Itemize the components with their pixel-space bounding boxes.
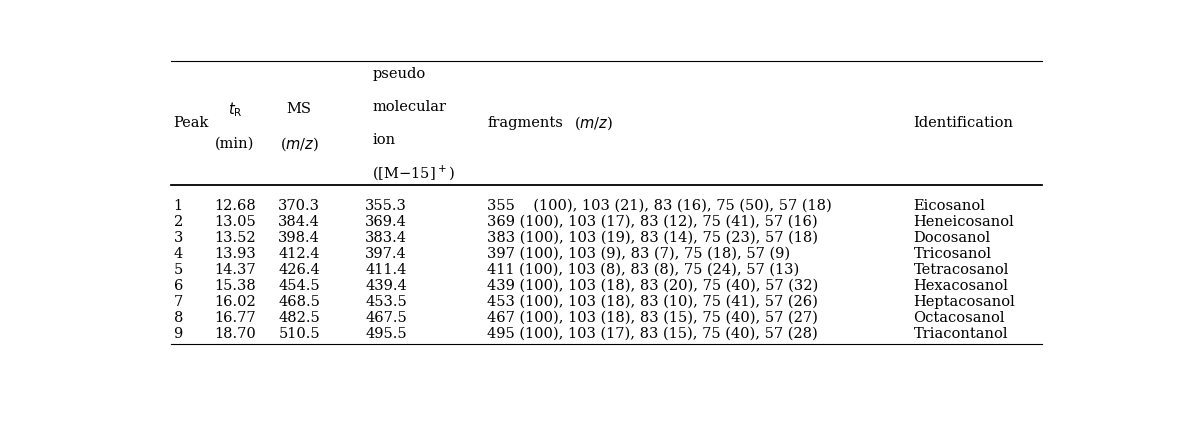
- Text: 355.3: 355.3: [366, 199, 407, 213]
- Text: 482.5: 482.5: [278, 311, 321, 325]
- Text: 510.5: 510.5: [278, 327, 319, 341]
- Text: 8: 8: [174, 311, 183, 325]
- Text: Tricosanol: Tricosanol: [913, 247, 991, 261]
- Text: 397.4: 397.4: [366, 247, 407, 261]
- Text: Octacosanol: Octacosanol: [913, 311, 1004, 325]
- Text: ion: ion: [373, 133, 395, 146]
- Text: Peak: Peak: [174, 116, 209, 130]
- Text: Eicosanol: Eicosanol: [913, 199, 985, 213]
- Text: 15.38: 15.38: [214, 279, 256, 293]
- Text: Hexacosanol: Hexacosanol: [913, 279, 1008, 293]
- Text: 411.4: 411.4: [366, 263, 407, 277]
- Text: Docosanol: Docosanol: [913, 231, 990, 245]
- Text: 439.4: 439.4: [366, 279, 407, 293]
- Text: 12.68: 12.68: [214, 199, 256, 213]
- Text: 383 (100), 103 (19), 83 (14), 75 (23), 57 (18): 383 (100), 103 (19), 83 (14), 75 (23), 5…: [487, 231, 819, 245]
- Text: 355    (100), 103 (21), 83 (16), 75 (50), 57 (18): 355 (100), 103 (21), 83 (16), 75 (50), 5…: [487, 199, 832, 213]
- Text: 13.05: 13.05: [214, 215, 256, 229]
- Text: 6: 6: [174, 279, 183, 293]
- Text: fragments: fragments: [487, 116, 563, 130]
- Text: 453.5: 453.5: [366, 295, 407, 309]
- Text: 5: 5: [174, 263, 183, 277]
- Text: $t_\mathrm{R}$: $t_\mathrm{R}$: [227, 100, 243, 119]
- Text: Identification: Identification: [913, 116, 1014, 130]
- Text: 16.02: 16.02: [214, 295, 256, 309]
- Text: 1: 1: [174, 199, 182, 213]
- Text: 383.4: 383.4: [366, 231, 407, 245]
- Text: ([M$-$15]$^+$): ([M$-$15]$^+$): [373, 163, 455, 182]
- Text: Triacontanol: Triacontanol: [913, 327, 1008, 341]
- Text: ($m$/$z$): ($m$/$z$): [574, 114, 613, 132]
- Text: molecular: molecular: [373, 100, 446, 113]
- Text: 468.5: 468.5: [278, 295, 321, 309]
- Text: 454.5: 454.5: [278, 279, 319, 293]
- Text: 495.5: 495.5: [366, 327, 407, 341]
- Text: 13.52: 13.52: [214, 231, 256, 245]
- Text: 384.4: 384.4: [278, 215, 321, 229]
- Text: ($m$/$z$): ($m$/$z$): [279, 135, 318, 153]
- Text: 369.4: 369.4: [366, 215, 407, 229]
- Text: MS: MS: [286, 102, 311, 116]
- Text: 13.93: 13.93: [214, 247, 256, 261]
- Text: 397 (100), 103 (9), 83 (7), 75 (18), 57 (9): 397 (100), 103 (9), 83 (7), 75 (18), 57 …: [487, 247, 790, 261]
- Text: 411 (100), 103 (8), 83 (8), 75 (24), 57 (13): 411 (100), 103 (8), 83 (8), 75 (24), 57 …: [487, 263, 800, 277]
- Text: 369 (100), 103 (17), 83 (12), 75 (41), 57 (16): 369 (100), 103 (17), 83 (12), 75 (41), 5…: [487, 215, 817, 229]
- Text: pseudo: pseudo: [373, 67, 426, 80]
- Text: 370.3: 370.3: [278, 199, 321, 213]
- Text: Tetracosanol: Tetracosanol: [913, 263, 1009, 277]
- Text: 7: 7: [174, 295, 183, 309]
- Text: 467 (100), 103 (18), 83 (15), 75 (40), 57 (27): 467 (100), 103 (18), 83 (15), 75 (40), 5…: [487, 311, 817, 325]
- Text: 18.70: 18.70: [214, 327, 256, 341]
- Text: 9: 9: [174, 327, 183, 341]
- Text: 398.4: 398.4: [278, 231, 321, 245]
- Text: 495 (100), 103 (17), 83 (15), 75 (40), 57 (28): 495 (100), 103 (17), 83 (15), 75 (40), 5…: [487, 327, 817, 341]
- Text: Heneicosanol: Heneicosanol: [913, 215, 1014, 229]
- Text: 4: 4: [174, 247, 183, 261]
- Text: 412.4: 412.4: [278, 247, 319, 261]
- Text: 426.4: 426.4: [278, 263, 321, 277]
- Text: 439 (100), 103 (18), 83 (20), 75 (40), 57 (32): 439 (100), 103 (18), 83 (20), 75 (40), 5…: [487, 279, 819, 293]
- Text: 2: 2: [174, 215, 183, 229]
- Text: 16.77: 16.77: [214, 311, 256, 325]
- Text: 467.5: 467.5: [366, 311, 407, 325]
- Text: (min): (min): [215, 137, 254, 151]
- Text: Heptacosanol: Heptacosanol: [913, 295, 1015, 309]
- Text: 3: 3: [174, 231, 183, 245]
- Text: 14.37: 14.37: [214, 263, 256, 277]
- Text: 453 (100), 103 (18), 83 (10), 75 (41), 57 (26): 453 (100), 103 (18), 83 (10), 75 (41), 5…: [487, 295, 817, 309]
